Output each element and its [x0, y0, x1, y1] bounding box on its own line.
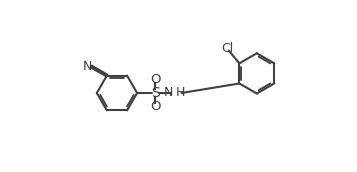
Text: H: H: [175, 87, 185, 99]
Text: Cl: Cl: [221, 42, 233, 55]
Text: S: S: [151, 86, 160, 100]
Text: O: O: [150, 100, 161, 113]
Text: O: O: [150, 73, 161, 86]
Text: N: N: [83, 60, 92, 73]
Text: N: N: [164, 87, 173, 99]
